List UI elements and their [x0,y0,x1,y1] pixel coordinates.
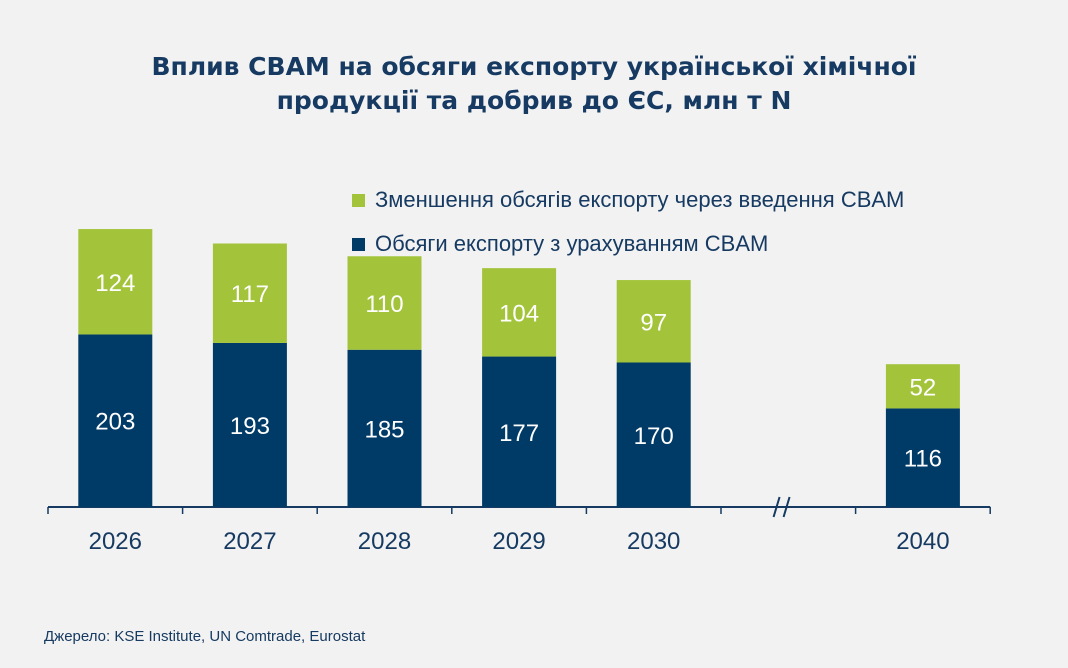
data-label: 97 [640,309,667,336]
data-label: 110 [365,291,403,318]
x-tick-label: 2040 [896,528,949,555]
bar-reduction [885,364,960,409]
title-line-1: Вплив CBAM на обсяги експорту українсько… [151,52,917,81]
bar-reduction [212,243,287,343]
legend-label: Обсяги експорту з урахуванням CBAM [375,231,769,256]
source-note: Джерело: KSE Institute, UN Comtrade, Eur… [44,628,366,645]
legend-item-volume: Обсяги експорту з урахуванням CBAM [352,222,904,266]
data-label: 104 [499,300,539,327]
chart-title: Вплив CBAM на обсяги експорту українсько… [0,50,1068,118]
bar-volume [212,342,287,507]
x-tick-label: 2027 [223,528,276,555]
legend: Зменшення обсягів експорту через введенн… [352,178,904,266]
legend-swatch-green [352,193,365,207]
data-label: 193 [230,413,270,440]
x-tick-label: 2030 [627,528,680,555]
data-label: 116 [904,446,942,473]
bar-volume [482,356,557,507]
data-label: 124 [95,270,135,297]
bar-volume [347,349,422,507]
title-line-2: продукції та добрив до ЄС, млн т N [276,86,792,115]
bar-reduction [616,280,691,363]
legend-item-reduction: Зменшення обсягів експорту через введенн… [352,178,904,222]
bar-volume [616,362,691,507]
bar-reduction [482,268,557,357]
legend-label: Зменшення обсягів експорту через введенн… [375,187,905,212]
data-label: 203 [95,409,135,436]
data-label: 185 [364,416,404,443]
axis-break-mark [772,496,781,518]
legend-swatch-blue [352,237,365,251]
bar-reduction [78,229,153,335]
data-label: 177 [499,420,539,447]
bar-reduction [347,256,422,350]
bar-volume [78,334,153,507]
data-label: 117 [231,281,269,308]
x-tick-label: 2029 [492,528,545,555]
x-tick-label: 2028 [358,528,411,555]
bar-volume [885,408,960,507]
data-label: 52 [910,374,937,401]
axis-break-mark [782,496,791,518]
data-label: 170 [634,423,674,450]
x-tick-label: 2026 [89,528,142,555]
